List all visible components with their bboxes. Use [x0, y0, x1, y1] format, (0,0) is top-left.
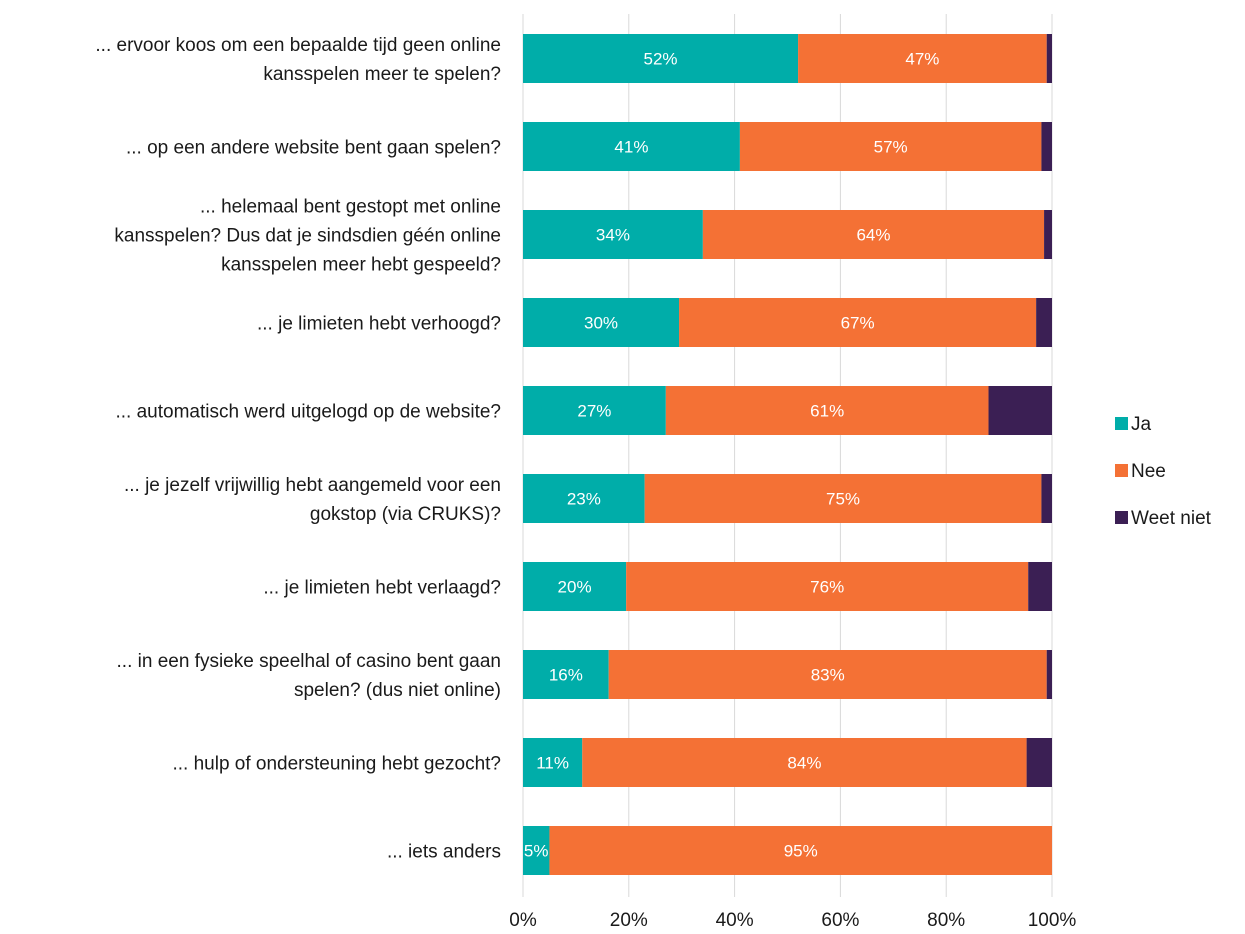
bar-value-label: 57%	[874, 138, 908, 157]
bar-segment-nee	[739, 122, 1042, 171]
bar-segment-nee	[702, 210, 1045, 259]
bar-value-label: 61%	[810, 402, 844, 421]
bar-segment-nee	[549, 826, 1052, 875]
bar-value-label: 95%	[784, 842, 818, 861]
bar-segment-weet-niet	[1044, 210, 1052, 259]
bar-value-label: 16%	[549, 666, 583, 685]
bar-value-label: 76%	[810, 578, 844, 597]
category-label: ... je jezelf vrijwillig hebt aangemeld …	[124, 475, 501, 525]
bar-value-label: 11%	[536, 754, 569, 773]
legend-swatch	[1115, 511, 1128, 524]
category-label-line: ... je jezelf vrijwillig hebt aangemeld …	[124, 475, 501, 496]
x-tick-label: 40%	[716, 910, 754, 931]
bar-value-label: 67%	[841, 314, 875, 333]
bar-value-label: 64%	[856, 226, 890, 245]
x-tick-label: 60%	[821, 910, 859, 931]
bar-value-label: 34%	[596, 226, 630, 245]
category-label-line: spelen? (dus niet online)	[294, 680, 501, 701]
bar-segment-ja	[523, 386, 666, 435]
category-label-line: kansspelen meer te spelen?	[263, 64, 501, 85]
category-label-line: ... iets anders	[387, 842, 501, 863]
bar-value-label: 75%	[826, 490, 860, 509]
category-label: ... iets anders	[387, 842, 501, 863]
legend-label: Weet niet	[1131, 508, 1212, 529]
bar-segment-nee	[679, 298, 1037, 347]
bar-segment-weet-niet	[1028, 562, 1052, 611]
bar-segment-ja	[523, 562, 627, 611]
category-label-line: ... helemaal bent gestopt met online	[200, 197, 501, 218]
bar-value-label: 52%	[644, 50, 678, 69]
legend-label: Nee	[1131, 461, 1166, 482]
category-label-line: gokstop (via CRUKS)?	[310, 504, 501, 525]
category-label: ... in een fysieke speelhal of casino be…	[117, 651, 501, 701]
bar-segment-ja	[523, 122, 740, 171]
bar-segment-ja	[523, 474, 645, 523]
x-tick-label: 100%	[1028, 910, 1077, 931]
category-label-line: ... je limieten hebt verhoogd?	[257, 314, 501, 335]
category-label-line: ... hulp of ondersteuning hebt gezocht?	[172, 754, 501, 775]
bar-segment-weet-niet	[1046, 650, 1052, 699]
bar-segment-ja	[523, 650, 609, 699]
bar-value-label: 83%	[811, 666, 845, 685]
bar-value-label: 47%	[905, 50, 939, 69]
category-label: ... op een andere website bent gaan spel…	[126, 138, 501, 159]
category-label: ... automatisch werd uitgelogd op de web…	[115, 402, 501, 423]
bar-segment-nee	[608, 650, 1047, 699]
category-label: ... je limieten hebt verlaagd?	[263, 578, 501, 599]
bar-segment-ja	[523, 210, 703, 259]
bar-value-label: 23%	[567, 490, 601, 509]
bar-value-label: 20%	[558, 578, 592, 597]
bar-segment-nee	[665, 386, 989, 435]
category-label-line: ... automatisch werd uitgelogd op de web…	[115, 402, 501, 423]
bar-segment-weet-niet	[1046, 34, 1052, 83]
x-tick-label: 20%	[610, 910, 648, 931]
bar-segment-weet-niet	[1041, 474, 1052, 523]
legend-swatch	[1115, 417, 1128, 430]
bar-segment-weet-niet	[1036, 298, 1052, 347]
bar-value-label: 84%	[787, 754, 821, 773]
bar-segment-weet-niet	[1026, 738, 1052, 787]
category-labels: ... ervoor koos om een bepaalde tijd gee…	[95, 35, 501, 863]
bar-segment-nee	[644, 474, 1042, 523]
bars: 52% 47% 41% 57% 34% 64% 30% 67% 27% 61% 23% 75% 20% 7…	[523, 34, 1052, 875]
x-tick-label: 80%	[927, 910, 965, 931]
category-label: ... je limieten hebt verhoogd?	[257, 314, 501, 335]
category-label: ... ervoor koos om een bepaalde tijd gee…	[95, 35, 501, 85]
category-label: ... hulp of ondersteuning hebt gezocht?	[172, 754, 501, 775]
category-label-line: ... ervoor koos om een bepaalde tijd gee…	[95, 35, 501, 56]
legend: Ja Nee Weet niet	[1115, 414, 1212, 529]
bar-segment-ja	[523, 738, 583, 787]
bar-segment-nee	[582, 738, 1027, 787]
category-label-line: ... in een fysieke speelhal of casino be…	[117, 651, 501, 672]
x-axis-ticks: 0% 20% 40% 60% 80% 100%	[509, 910, 1076, 931]
bar-segment-nee	[798, 34, 1047, 83]
category-label: ... helemaal bent gestopt met online kans…	[114, 197, 501, 276]
bar-segment-weet-niet	[1041, 122, 1052, 171]
bar-value-label: 27%	[577, 402, 611, 421]
legend-label: Ja	[1131, 414, 1152, 435]
bar-segment-nee	[626, 562, 1029, 611]
bar-segment-weet-niet	[988, 386, 1052, 435]
bar-value-label: 5%	[524, 842, 549, 861]
x-tick-label: 0%	[509, 910, 537, 931]
bar-value-label: 41%	[614, 138, 648, 157]
category-label-line: ... je limieten hebt verlaagd?	[263, 578, 501, 599]
category-label-line: kansspelen meer hebt gespeeld?	[221, 255, 501, 276]
category-label-line: kansspelen? Dus dat je sindsdien géén on…	[114, 226, 501, 247]
bar-segment-ja	[523, 34, 799, 83]
bar-segment-ja	[523, 298, 680, 347]
category-label-line: ... op een andere website bent gaan spel…	[126, 138, 501, 159]
bar-segment-ja	[523, 826, 550, 875]
bar-value-label: 30%	[584, 314, 618, 333]
legend-swatch	[1115, 464, 1128, 477]
